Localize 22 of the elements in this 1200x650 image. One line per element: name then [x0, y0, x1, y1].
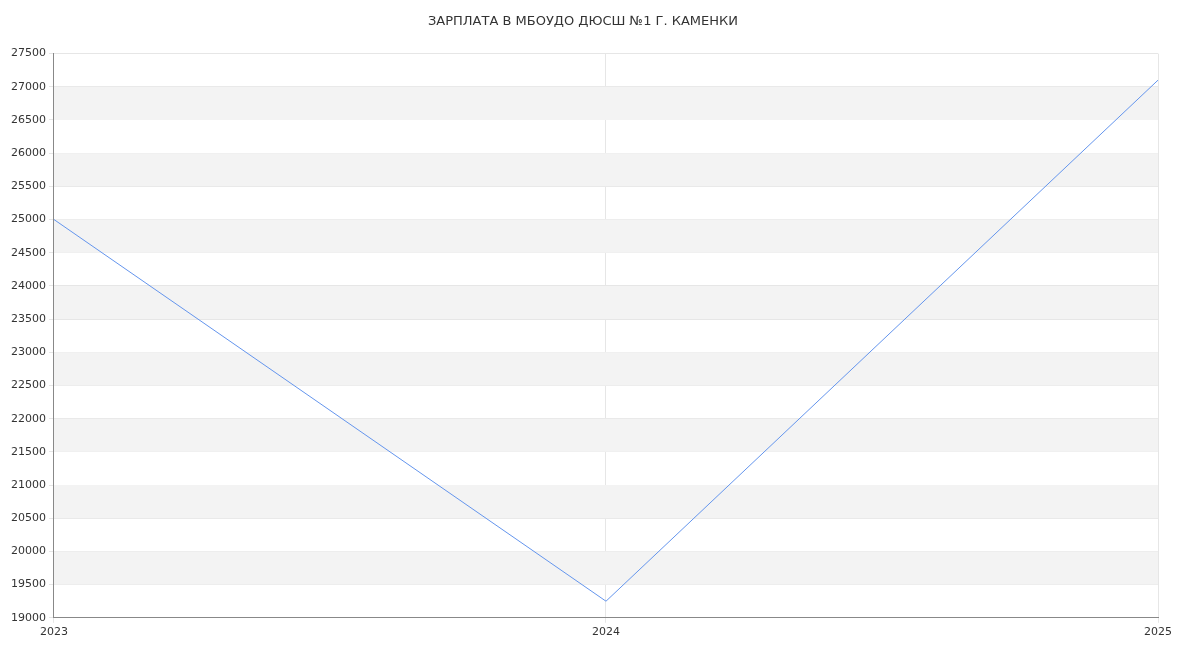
y-tick-label: 22000: [10, 411, 46, 425]
y-tick-label: 21500: [10, 444, 46, 458]
y-tick-label: 22500: [10, 378, 46, 392]
y-tick-label: 19500: [10, 577, 46, 591]
y-tick-label: 27500: [10, 46, 46, 60]
y-tick-label: 25000: [10, 212, 46, 226]
y-tick-label: 23000: [10, 345, 46, 359]
x-tick-label: 2025: [1144, 625, 1172, 639]
y-tick-label: 23500: [10, 311, 46, 325]
y-tick-label: 25500: [10, 179, 46, 193]
y-tick-label: 21000: [10, 477, 46, 491]
y-tick-label: 19000: [10, 610, 46, 624]
x-tick-label: 2023: [39, 625, 68, 639]
y-tick-label: 20500: [10, 511, 46, 525]
y-tick-label: 26000: [10, 146, 46, 160]
y-tick-label: 24000: [10, 278, 46, 292]
x-tick-label: 2024: [592, 625, 620, 639]
y-tick-label: 26500: [10, 112, 46, 126]
y-tick-label: 27000: [10, 79, 46, 93]
y-tick-label: 24500: [10, 245, 46, 259]
chart-title: ЗАРПЛАТА В МБОУДО ДЮСШ №1 Г. КАМЕНКИ: [427, 13, 739, 29]
y-tick-label: 20000: [10, 544, 46, 558]
